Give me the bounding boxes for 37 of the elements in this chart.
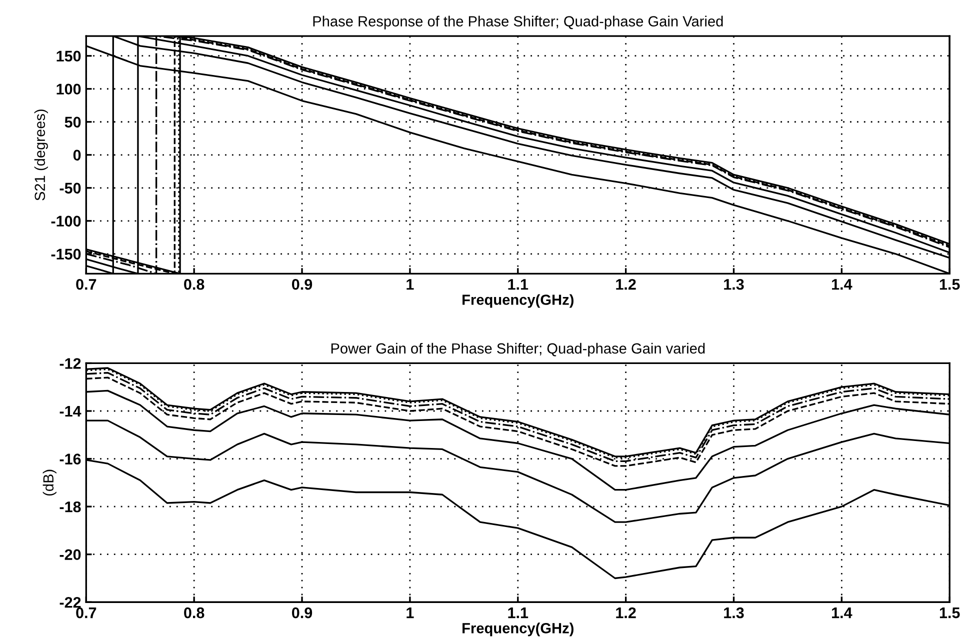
chart-title: Power Gain of the Phase Shifter; Quad-phase Gain varied <box>331 342 705 357</box>
y-tick-label: 0 <box>73 150 81 161</box>
y-axis-title: (dB) <box>42 470 56 496</box>
x-tick-label: 1 <box>406 279 414 290</box>
x-tick-label: 1.5 <box>940 279 960 290</box>
y-tick-label: 150 <box>56 50 81 62</box>
chart-title: Phase Response of the Phase Shifter; Quad-phase Gain Varied <box>313 16 723 30</box>
x-tick-label: 1 <box>406 608 414 618</box>
x-tick-label: 1.4 <box>832 608 852 618</box>
x-axis-title: Frequency(GHz) <box>462 294 574 308</box>
x-tick-label: 1.2 <box>616 278 636 290</box>
x-tick-label: 0.9 <box>292 607 312 618</box>
x-tick-label: 0.7 <box>76 607 96 618</box>
y-tick-label: -50 <box>60 182 81 194</box>
x-tick-label: 1.1 <box>508 608 528 618</box>
y-tick-label: -150 <box>51 248 81 260</box>
x-tick-label: 1.3 <box>724 278 744 290</box>
x-tick-label: 0.8 <box>184 607 204 618</box>
y-tick-label: -12 <box>60 358 81 369</box>
y-axis-title: S21 (degrees) <box>34 110 48 200</box>
x-tick-label: 0.8 <box>184 278 204 290</box>
x-tick-label: 1.3 <box>724 607 744 618</box>
x-tick-label: 0.7 <box>76 278 96 290</box>
y-tick-label: -22 <box>60 597 81 608</box>
x-axis-title: Frequency(GHz) <box>462 622 574 636</box>
y-tick-label: -20 <box>60 549 81 560</box>
x-tick-label: 1.5 <box>940 608 960 618</box>
x-tick-label: 1.1 <box>508 279 528 290</box>
y-tick-label: 50 <box>64 116 81 128</box>
y-tick-label: -16 <box>60 454 81 464</box>
y-tick-label: -18 <box>60 501 81 512</box>
y-tick-label: -14 <box>60 406 82 417</box>
x-tick-label: 0.9 <box>292 278 312 290</box>
y-tick-label: -100 <box>51 216 81 227</box>
x-tick-label: 1.4 <box>832 279 852 290</box>
y-tick-label: 100 <box>56 84 81 95</box>
x-tick-label: 1.2 <box>616 607 636 618</box>
